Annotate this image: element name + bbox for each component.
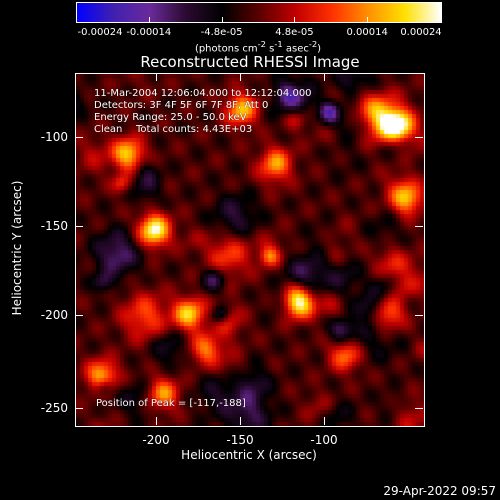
heatmap-image — [76, 74, 424, 426]
axis-tick — [415, 315, 423, 316]
axis-tick — [415, 137, 423, 138]
colorbar-label: 0.00024 — [400, 27, 442, 38]
y-tick-label: -200 — [40, 308, 68, 322]
image-plot: 11-Mar-2004 12:06:04.000 to 12:12:04.000… — [75, 73, 425, 427]
colorbar-tick — [221, 17, 223, 23]
axis-tick — [156, 73, 157, 81]
colorbar — [76, 2, 442, 23]
axis-tick — [75, 226, 83, 227]
colorbar-tick — [148, 17, 150, 23]
axis-tick — [415, 226, 423, 227]
annotation-peak-position: Position of Peak = [-117,-188] — [96, 398, 246, 409]
axis-tick — [324, 417, 325, 425]
colorbar-tick — [367, 17, 369, 23]
x-axis-title: Heliocentric X (arcsec) — [181, 448, 317, 462]
colorbar-label: -4.8e-05 — [200, 27, 243, 38]
annotation-energy-range: Energy Range: 25.0 - 50.0 keV — [94, 112, 247, 123]
colorbar-label: 0.00014 — [346, 27, 388, 38]
plot-title: Reconstructed RHESSI Image — [140, 53, 360, 71]
colorbar-label: -0.00014 — [126, 27, 172, 38]
axis-tick — [156, 417, 157, 425]
x-tick-label: -150 — [226, 433, 254, 447]
footer-date: 29-Apr-2022 09:57 — [383, 484, 496, 498]
y-tick-label: -250 — [40, 401, 68, 415]
colorbar-label: 4.8e-05 — [275, 27, 314, 38]
axis-tick — [240, 73, 241, 81]
x-tick-label: -100 — [310, 433, 338, 447]
axis-tick — [75, 137, 83, 138]
colorbar-units: (photons cm-2 s-1 asec-2) — [194, 39, 322, 55]
axis-tick — [240, 417, 241, 425]
axis-tick — [324, 73, 325, 81]
y-axis-title: Heliocentric Y (arcsec) — [10, 180, 24, 316]
axis-tick — [415, 408, 423, 409]
annotation-clean: Clean — [94, 124, 123, 135]
axis-tick — [75, 408, 83, 409]
y-tick-label: -100 — [40, 130, 68, 144]
colorbar-label: -0.00024 — [77, 27, 123, 38]
x-tick-label: -200 — [142, 433, 170, 447]
annotation-total-counts: Total counts: 4.43E+03 — [136, 124, 253, 135]
annotation-detectors: Detectors: 3F 4F 5F 6F 7F 8F, Att 0 — [94, 100, 269, 111]
colorbar-tick — [294, 17, 296, 23]
colorbar-tick — [76, 17, 77, 23]
y-tick-label: -150 — [40, 219, 68, 233]
axis-tick — [75, 315, 83, 316]
annotation-time-range: 11-Mar-2004 12:06:04.000 to 12:12:04.000 — [94, 88, 312, 99]
colorbar-tick — [441, 17, 442, 23]
